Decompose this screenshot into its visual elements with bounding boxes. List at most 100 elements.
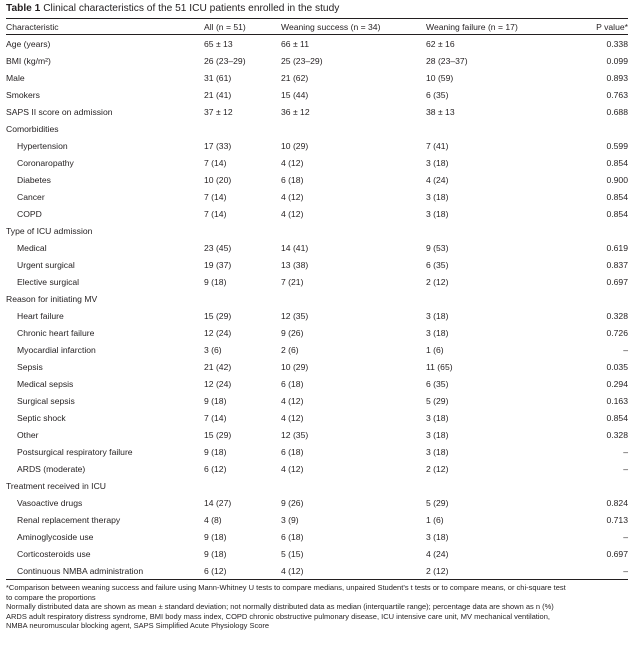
- cell-all: 65 ± 13: [204, 38, 233, 49]
- cell-weaning-success: 13 (38): [281, 259, 309, 270]
- row-label: BMI (kg/m²): [6, 55, 51, 66]
- row-label: Vasoactive drugs: [17, 497, 83, 508]
- cell-weaning-failure: 4 (24): [426, 548, 449, 559]
- row-label: Comorbidities: [6, 123, 59, 134]
- cell-all: 15 (29): [204, 429, 232, 440]
- cell-weaning-success: 12 (35): [281, 429, 309, 440]
- cell-all: 31 (61): [204, 72, 232, 83]
- header-weaning-success: Weaning success (n = 34): [281, 18, 426, 35]
- cell-weaning-success: 66 ± 11: [281, 38, 309, 49]
- cell-weaning-success: 4 (12): [281, 191, 304, 202]
- table-row: Aminoglycoside use 9 (18) 6 (18) 3 (18) –: [6, 528, 628, 545]
- cell-weaning-failure: 3 (18): [426, 429, 449, 440]
- row-label: Medical: [17, 242, 47, 253]
- cell-p-value: 0.726: [606, 327, 628, 338]
- cell-weaning-failure: 5 (29): [426, 497, 449, 508]
- table-header-row: Characteristic All (n = 51) Weaning succ…: [6, 18, 628, 35]
- row-label: Medical sepsis: [17, 378, 74, 389]
- table-row: Elective surgical 9 (18) 7 (21) 2 (12) 0.697: [6, 273, 628, 290]
- footnote-line: NMBA neuromuscular blocking agent, SAPS …: [6, 621, 270, 631]
- cell-weaning-success: 10 (29): [281, 361, 309, 372]
- cell-weaning-success: [281, 222, 426, 239]
- cell-weaning-success: 5 (15): [281, 548, 304, 559]
- row-label: Urgent surgical: [17, 259, 75, 270]
- cell-all: 12 (24): [204, 378, 232, 389]
- cell-all: 17 (33): [204, 140, 232, 151]
- cell-p-value: –: [574, 562, 628, 580]
- cell-all: 9 (18): [204, 548, 227, 559]
- cell-p-value: 0.900: [606, 174, 628, 185]
- cell-all: 26 (23–29): [204, 55, 246, 66]
- row-label: Age (years): [6, 38, 51, 49]
- cell-p-value: 0.035: [606, 361, 628, 372]
- table-row: Myocardial infarction 3 (6) 2 (6) 1 (6) –: [6, 341, 628, 358]
- table-row: Other 15 (29) 12 (35) 3 (18) 0.328: [6, 426, 628, 443]
- cell-weaning-failure: 3 (18): [426, 208, 449, 219]
- cell-all: 7 (14): [204, 157, 227, 168]
- cell-weaning-success: 6 (18): [281, 378, 304, 389]
- header-all: All (n = 51): [204, 18, 281, 35]
- cell-all: 7 (14): [204, 208, 227, 219]
- cell-all: 21 (42): [204, 361, 232, 372]
- cell-weaning-failure: 3 (18): [426, 157, 449, 168]
- table-row: Heart failure 15 (29) 12 (35) 3 (18) 0.328: [6, 307, 628, 324]
- footnote-line: Normally distributed data are shown as m…: [6, 602, 554, 612]
- cell-p-value: 0.328: [606, 429, 628, 440]
- cell-weaning-success: 4 (12): [281, 157, 304, 168]
- cell-all: 37 ± 12: [204, 106, 233, 117]
- row-label: Coronaropathy: [17, 157, 74, 168]
- cell-all: 21 (41): [204, 89, 232, 100]
- cell-weaning-failure: 1 (6): [426, 514, 444, 525]
- row-label: Renal replacement therapy: [17, 514, 121, 525]
- cell-weaning-failure: [426, 477, 574, 494]
- cell-p-value: –: [623, 531, 628, 542]
- row-label: Cancer: [17, 191, 45, 202]
- footnote-line: *Comparison between weaning success and …: [6, 583, 566, 592]
- cell-p-value: 0.338: [606, 38, 628, 49]
- cell-p-value: [574, 120, 628, 137]
- cell-p-value: 0.837: [606, 259, 628, 270]
- cell-all: 7 (14): [204, 412, 227, 423]
- cell-weaning-failure: 2 (12): [426, 463, 449, 474]
- cell-weaning-success: 25 (23–29): [281, 55, 323, 66]
- row-label: Aminoglycoside use: [17, 531, 94, 542]
- row-label: Reason for initiating MV: [6, 293, 98, 304]
- cell-weaning-success: 9 (26): [281, 497, 304, 508]
- cell-weaning-success: 14 (41): [281, 242, 309, 253]
- footnote-line: ARDS adult respiratory distress syndrome…: [6, 611, 550, 621]
- row-label: Diabetes: [17, 174, 51, 185]
- cell-p-value: –: [623, 446, 628, 457]
- clinical-characteristics-table: Characteristic All (n = 51) Weaning succ…: [6, 18, 628, 580]
- row-label: Myocardial infarction: [17, 344, 96, 355]
- table-row: Cancer 7 (14) 4 (12) 3 (18) 0.854: [6, 188, 628, 205]
- cell-weaning-success: 12 (35): [281, 310, 309, 321]
- table-row: Smokers 21 (41) 15 (44) 6 (35) 0.763: [6, 86, 628, 103]
- cell-weaning-failure: 3 (18): [426, 531, 449, 542]
- cell-weaning-success: [281, 120, 426, 137]
- cell-weaning-success: 4 (12): [281, 395, 304, 406]
- table-row: Hypertension 17 (33) 10 (29) 7 (41) 0.599: [6, 137, 628, 154]
- cell-p-value: 0.824: [606, 497, 628, 508]
- cell-p-value: 0.854: [606, 157, 628, 168]
- cell-p-value: 0.713: [606, 514, 628, 525]
- table-row: SAPS II score on admission 37 ± 12 36 ± 12…: [6, 103, 628, 120]
- table-row: Medical sepsis 12 (24) 6 (18) 6 (35) 0.294: [6, 375, 628, 392]
- cell-weaning-success: 4 (12): [281, 562, 426, 580]
- cell-weaning-success: 3 (9): [281, 514, 299, 525]
- cell-weaning-failure: 3 (18): [426, 327, 449, 338]
- cell-weaning-success: 4 (12): [281, 412, 304, 423]
- row-label: Hypertension: [17, 140, 68, 151]
- cell-all: 15 (29): [204, 310, 232, 321]
- table-row: COPD 7 (14) 4 (12) 3 (18) 0.854: [6, 205, 628, 222]
- cell-all: 4 (8): [204, 514, 222, 525]
- cell-p-value: [574, 477, 628, 494]
- cell-weaning-success: 21 (62): [281, 72, 309, 83]
- table-row: BMI (kg/m²) 26 (23–29) 25 (23–29) 28 (23–37…: [6, 52, 628, 69]
- cell-weaning-failure: 11 (65): [426, 361, 453, 372]
- cell-weaning-success: 4 (12): [281, 463, 304, 474]
- cell-all: 10 (20): [204, 174, 232, 185]
- row-label: Male: [6, 72, 25, 83]
- cell-weaning-failure: 6 (35): [426, 89, 449, 100]
- cell-p-value: 0.099: [606, 55, 628, 66]
- table-row: Urgent surgical 19 (37) 13 (38) 6 (35) 0.837: [6, 256, 628, 273]
